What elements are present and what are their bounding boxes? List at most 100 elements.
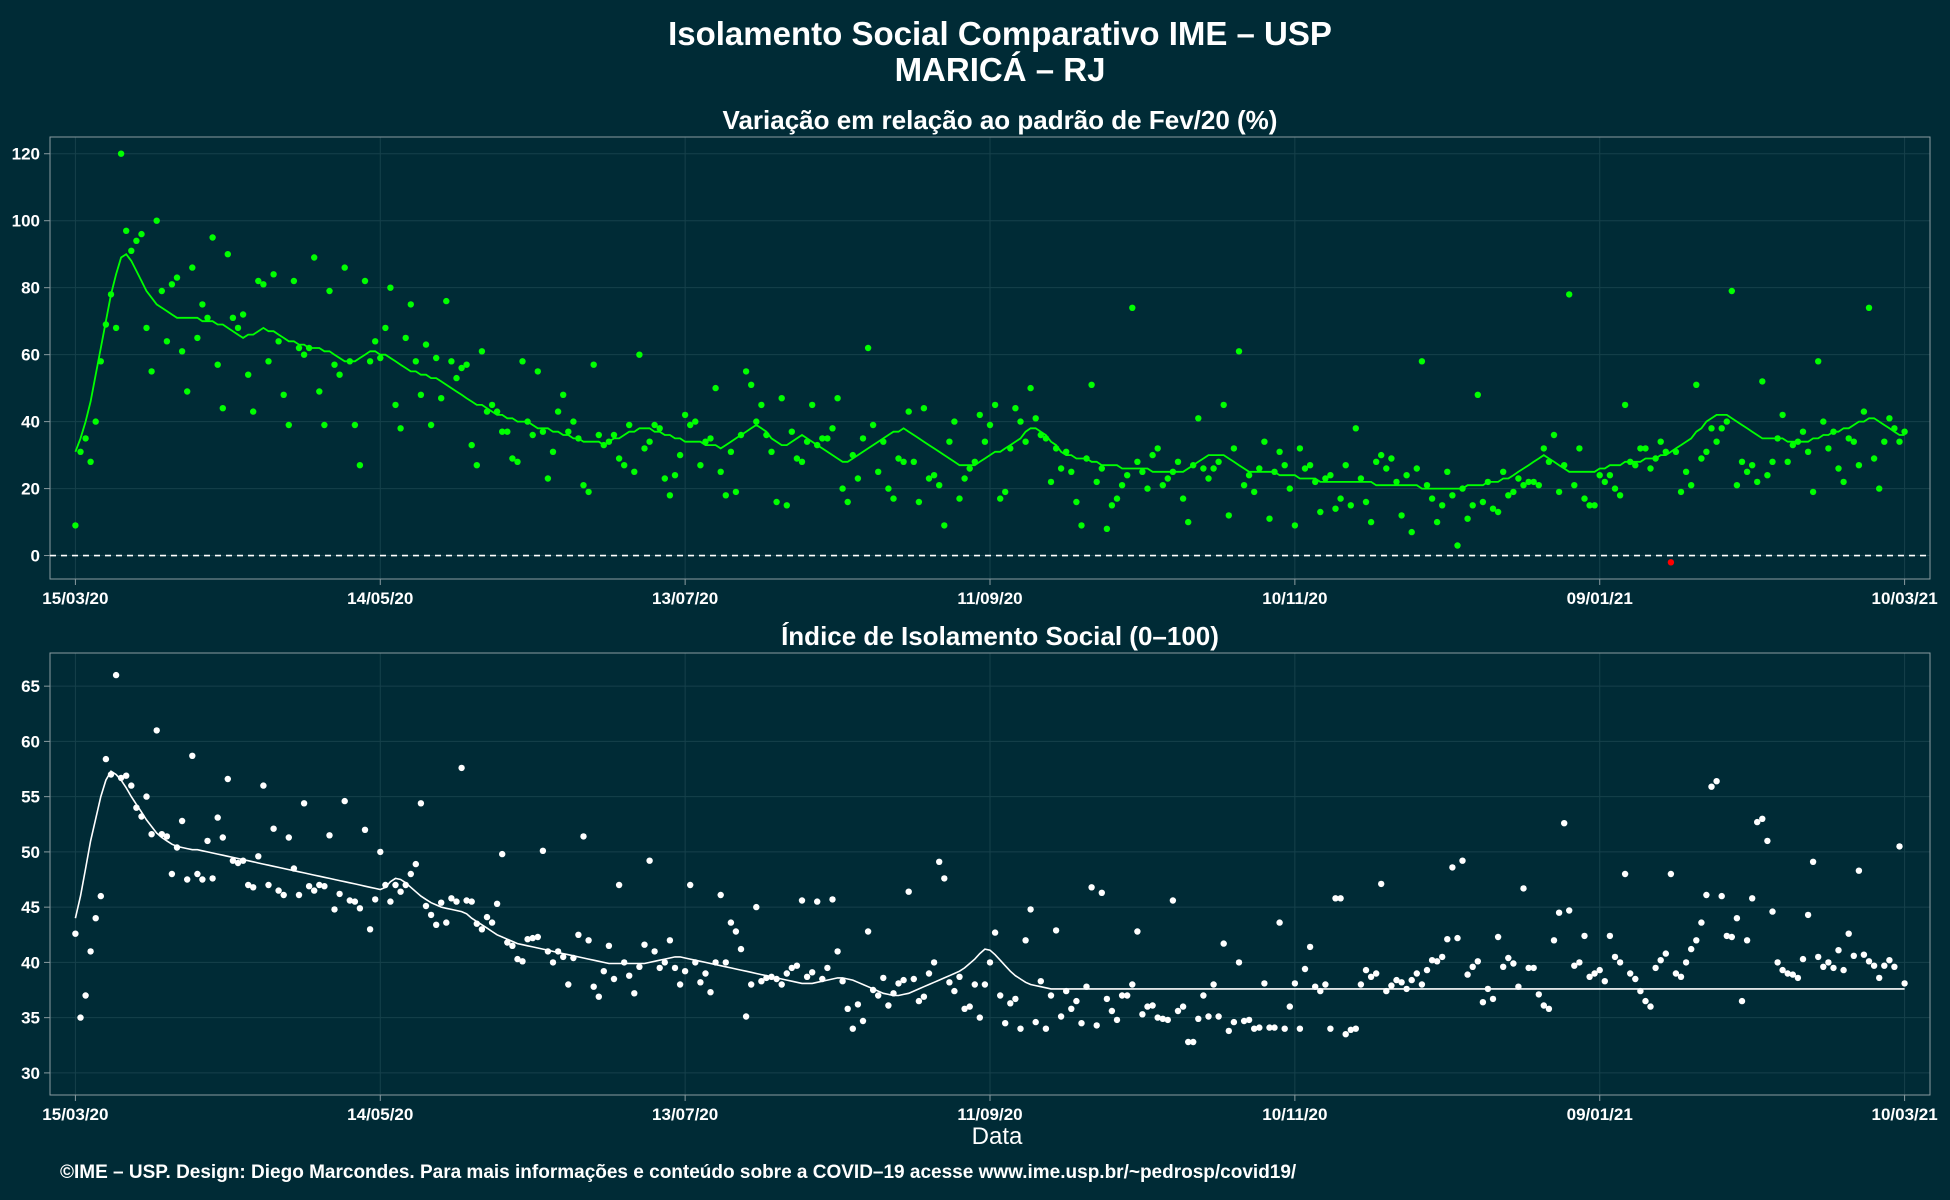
top-data-point <box>1601 478 1609 486</box>
top-x-tick-label: 13/07/20 <box>652 589 718 608</box>
top-data-point <box>1525 478 1532 486</box>
bottom-data-point <box>1667 870 1675 878</box>
top-data-point <box>234 324 242 332</box>
top-data-point <box>478 348 486 355</box>
top-data-point <box>1693 381 1700 388</box>
top-data-point <box>112 324 120 332</box>
bottom-data-point <box>641 941 648 948</box>
bottom-y-tick-label: 60 <box>21 732 40 751</box>
bottom-data-point <box>727 919 735 926</box>
top-data-point <box>1850 438 1858 445</box>
bottom-data-point <box>1489 995 1497 1003</box>
bottom-data-point <box>1682 959 1690 966</box>
top-data-point <box>1159 482 1167 489</box>
top-data-point <box>473 462 480 469</box>
bottom-data-point <box>204 837 211 845</box>
top-data-point <box>311 254 318 261</box>
top-data-point <box>778 395 785 402</box>
top-data-point <box>636 351 643 358</box>
top-data-point <box>905 408 912 415</box>
bottom-data-point <box>112 671 120 679</box>
top-data-point <box>732 488 740 496</box>
top-data-point <box>1439 502 1446 509</box>
top-data-point <box>336 371 343 378</box>
top-data-point <box>1230 445 1238 452</box>
bottom-data-point <box>1601 978 1609 985</box>
bottom-data-point <box>1139 1011 1146 1018</box>
top-data-point <box>956 495 963 502</box>
bottom-data-point <box>1525 964 1532 972</box>
bottom-data-point <box>1418 981 1426 988</box>
top-data-point <box>991 401 999 409</box>
top-data-point <box>615 455 623 462</box>
bottom-data-point <box>417 800 425 807</box>
bottom-data-point <box>1830 964 1837 972</box>
bottom-data-point <box>1347 1026 1355 1034</box>
top-data-point <box>239 311 247 318</box>
bottom-data-point <box>1561 820 1568 827</box>
top-data-point <box>829 425 836 432</box>
top-data-point <box>1515 475 1522 482</box>
bottom-data-point <box>1037 978 1045 985</box>
top-data-point <box>560 391 567 398</box>
top-y-tick-label: 20 <box>21 480 40 499</box>
top-data-point <box>1743 468 1751 475</box>
top-data-point <box>656 425 663 432</box>
top-data-point <box>1317 508 1324 516</box>
bottom-data-point <box>1789 971 1797 978</box>
bottom-data-point <box>1576 959 1583 966</box>
top-data-point <box>986 421 994 429</box>
bottom-data-point <box>1373 970 1380 977</box>
top-data-point <box>77 448 84 455</box>
top-data-point <box>529 431 536 439</box>
top-data-point <box>1393 478 1400 486</box>
bottom-data-point <box>1545 1005 1553 1012</box>
top-data-point <box>1220 401 1227 409</box>
bottom-data-point <box>1306 943 1314 951</box>
top-data-point <box>1581 495 1588 502</box>
top-data-point <box>209 234 216 241</box>
bottom-data-point <box>1286 1003 1294 1010</box>
bottom-data-point <box>1027 906 1034 913</box>
bottom-data-point <box>1469 963 1476 970</box>
bottom-data-point <box>885 1002 892 1009</box>
top-data-point <box>1418 358 1426 365</box>
top-data-point <box>204 314 211 321</box>
bottom-data-point <box>1301 965 1309 973</box>
bottom-data-point <box>372 896 379 903</box>
top-moving-average-line <box>74 252 1905 490</box>
top-data-point <box>920 405 928 412</box>
bottom-data-point <box>539 847 547 854</box>
bottom-data-point <box>1342 1031 1349 1038</box>
bottom-data-point <box>1505 954 1512 962</box>
top-data-point <box>1688 482 1695 489</box>
bottom-data-point <box>961 1005 968 1012</box>
top-data-point <box>1276 448 1283 455</box>
top-data-point <box>184 388 191 395</box>
top-data-point <box>1296 445 1304 452</box>
top-data-point <box>621 462 628 469</box>
bottom-data-point <box>1169 897 1177 904</box>
top-data-point <box>1337 495 1344 502</box>
top-data-point <box>168 281 176 288</box>
top-data-point <box>1002 488 1009 496</box>
bottom-data-point <box>1759 815 1766 822</box>
bottom-data-point <box>300 800 308 807</box>
bottom-data-point <box>234 859 242 867</box>
top-data-point <box>549 448 557 455</box>
top-data-point <box>1530 478 1537 486</box>
top-data-point <box>661 475 668 482</box>
top-data-point <box>1571 482 1578 489</box>
bottom-data-point <box>1118 992 1126 999</box>
top-data-point <box>1474 391 1482 398</box>
bottom-data-point <box>1754 818 1761 826</box>
top-data-point <box>626 421 633 429</box>
bottom-data-point <box>910 975 917 983</box>
top-data-point <box>925 475 933 482</box>
bottom-data-point <box>123 772 130 779</box>
bottom-data-point <box>981 981 989 988</box>
bottom-data-point <box>1134 928 1141 935</box>
top-data-point <box>834 395 841 402</box>
bottom-data-point <box>1108 1007 1116 1015</box>
bottom-y-tick-label: 40 <box>21 953 40 972</box>
